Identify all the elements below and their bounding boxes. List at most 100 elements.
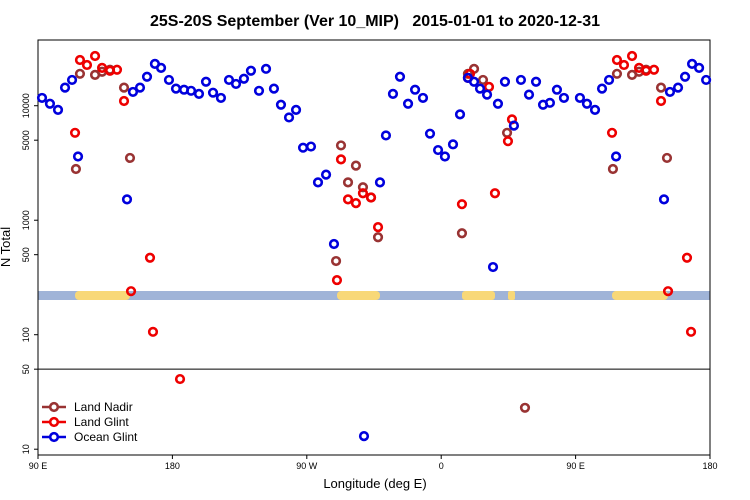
point — [447, 139, 459, 150]
point — [402, 98, 414, 109]
point — [483, 81, 495, 93]
point — [72, 151, 84, 162]
point — [342, 177, 354, 188]
point — [335, 140, 347, 151]
point — [589, 104, 601, 115]
point — [681, 252, 693, 263]
point — [124, 152, 136, 164]
point — [260, 63, 272, 74]
y-tick-label: 100 — [21, 327, 31, 342]
point — [432, 144, 444, 156]
map-strip — [38, 291, 710, 300]
point — [558, 92, 570, 104]
point — [640, 65, 652, 76]
point — [661, 152, 673, 164]
legend-marker — [48, 416, 60, 428]
point — [312, 177, 324, 188]
point — [664, 86, 676, 98]
legend-label: Land Nadir — [74, 400, 133, 414]
point — [611, 68, 623, 79]
point — [121, 194, 133, 205]
point — [74, 68, 86, 79]
point — [606, 127, 618, 138]
point — [52, 104, 64, 115]
point — [519, 402, 531, 413]
point — [59, 82, 71, 93]
point — [331, 274, 343, 286]
point — [618, 59, 630, 71]
point — [335, 154, 347, 165]
point — [626, 50, 638, 62]
point — [607, 163, 619, 175]
point — [581, 98, 593, 109]
point — [685, 326, 697, 337]
point — [328, 238, 340, 250]
point — [230, 78, 242, 90]
point — [658, 194, 670, 205]
point — [283, 112, 295, 123]
y-tick-label: 10000 — [21, 93, 31, 118]
point — [499, 76, 511, 87]
point — [655, 82, 667, 93]
x-tick-label: 90 W — [296, 461, 318, 471]
point — [530, 76, 542, 87]
point — [147, 326, 159, 337]
y-tick-label: 5000 — [21, 130, 31, 150]
point — [163, 74, 175, 86]
point — [679, 71, 691, 82]
point — [275, 99, 287, 110]
point — [357, 182, 369, 193]
point — [662, 286, 674, 297]
point — [200, 76, 212, 87]
point — [127, 86, 139, 98]
point — [144, 252, 156, 263]
point — [596, 83, 608, 94]
x-tick-label: 180 — [702, 461, 717, 471]
point — [701, 74, 712, 86]
chart-title: 25S-20S September (Ver 10_MIP) 2015-01-0… — [150, 13, 600, 30]
point — [69, 127, 81, 138]
point — [501, 127, 513, 138]
point — [44, 98, 56, 109]
point — [648, 64, 660, 75]
point — [611, 54, 623, 66]
y-axis-label: N Total — [0, 227, 13, 267]
point — [134, 82, 146, 93]
point — [374, 177, 386, 188]
point — [387, 88, 399, 99]
point — [515, 74, 527, 86]
point — [215, 92, 227, 104]
point — [174, 373, 186, 385]
y-tick-label: 500 — [21, 247, 31, 262]
point — [474, 83, 486, 94]
legend-label: Ocean Glint — [74, 430, 138, 444]
point — [603, 74, 615, 86]
point — [207, 87, 219, 98]
point — [693, 62, 705, 73]
point — [372, 232, 384, 243]
point — [439, 151, 451, 162]
point — [409, 84, 421, 95]
point — [290, 104, 302, 115]
point — [454, 109, 466, 120]
point — [551, 84, 563, 95]
y-tick-label: 1000 — [21, 210, 31, 230]
y-tick-label: 10 — [21, 444, 31, 454]
point — [350, 198, 362, 209]
point — [81, 59, 93, 71]
point — [125, 286, 137, 297]
point — [70, 163, 82, 175]
x-tick-label: 90 E — [29, 461, 48, 471]
point — [193, 88, 205, 99]
point — [305, 141, 317, 152]
point — [223, 74, 235, 86]
point — [170, 83, 182, 94]
point — [394, 71, 406, 82]
point — [245, 65, 257, 76]
legend-label: Land Glint — [74, 415, 129, 429]
point — [456, 228, 468, 239]
point — [489, 188, 501, 199]
point — [238, 73, 250, 84]
point — [686, 58, 698, 69]
